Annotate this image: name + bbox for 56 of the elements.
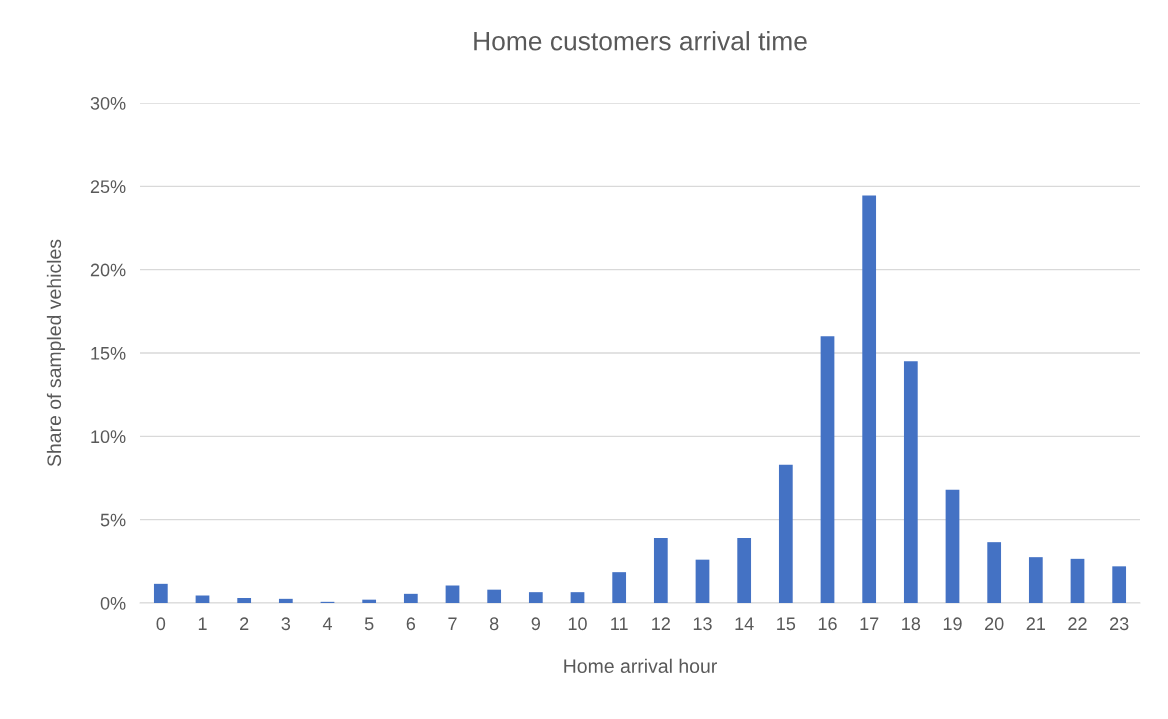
bar bbox=[778, 464, 793, 603]
bar bbox=[237, 598, 252, 603]
x-tick-label: 1 bbox=[198, 617, 207, 630]
bar bbox=[945, 489, 960, 603]
x-tick-label: 13 bbox=[693, 617, 712, 631]
bar bbox=[403, 593, 418, 603]
bar bbox=[862, 195, 877, 603]
x-tick-label: 0 bbox=[156, 617, 166, 631]
bar bbox=[1028, 557, 1043, 603]
bar bbox=[362, 599, 377, 603]
x-tick-label: 19 bbox=[943, 617, 962, 631]
bar bbox=[528, 592, 543, 603]
y-tick-label: 5% bbox=[100, 513, 126, 527]
bar bbox=[737, 538, 752, 603]
x-tick-label: 9 bbox=[531, 617, 540, 631]
x-tick-label: 17 bbox=[860, 617, 879, 630]
x-tick-label: 16 bbox=[818, 617, 837, 631]
x-tick-label: 10 bbox=[568, 617, 587, 631]
x-tick-label: 15 bbox=[777, 617, 796, 631]
x-tick-label: 21 bbox=[1026, 617, 1045, 630]
y-tick-label: 20% bbox=[90, 263, 126, 277]
bar bbox=[445, 585, 460, 603]
y-tick-label: 0% bbox=[100, 596, 126, 610]
chart-title: Home customers arrival time bbox=[474, 31, 807, 51]
y-tick-label: 15% bbox=[91, 347, 126, 360]
bar bbox=[987, 542, 1002, 603]
y-tick-label: 10% bbox=[91, 430, 126, 444]
x-tick-label: 4 bbox=[322, 617, 332, 630]
bar bbox=[153, 583, 168, 603]
x-tick-label: 8 bbox=[489, 617, 499, 631]
x-tick-label: 3 bbox=[281, 617, 291, 631]
bar bbox=[1112, 566, 1127, 603]
bar bbox=[570, 592, 585, 603]
bar bbox=[820, 336, 835, 603]
bar bbox=[1070, 558, 1085, 603]
bar bbox=[695, 559, 710, 603]
x-tick-label: 12 bbox=[652, 617, 670, 630]
y-tick-label: 25% bbox=[90, 180, 126, 194]
y-axis-title: Share of sampled vehicles bbox=[46, 239, 65, 467]
x-tick-label: 22 bbox=[1068, 617, 1087, 630]
x-tick-label: 14 bbox=[735, 617, 754, 630]
x-tick-label: 5 bbox=[364, 617, 374, 631]
bar bbox=[487, 589, 502, 603]
x-tick-label: 20 bbox=[985, 617, 1004, 631]
bar bbox=[653, 538, 668, 603]
bar bbox=[612, 572, 627, 603]
x-tick-label: 7 bbox=[448, 617, 457, 630]
y-tick-label: 30% bbox=[90, 96, 126, 110]
x-tick-label: 18 bbox=[902, 617, 921, 631]
x-tick-label: 23 bbox=[1110, 617, 1129, 631]
x-axis-title: Home arrival hour bbox=[564, 658, 717, 673]
x-tick-label: 11 bbox=[611, 617, 628, 630]
bar bbox=[903, 361, 918, 603]
x-tick-label: 2 bbox=[240, 617, 249, 630]
bar bbox=[278, 598, 293, 603]
x-tick-label: 6 bbox=[406, 617, 416, 631]
